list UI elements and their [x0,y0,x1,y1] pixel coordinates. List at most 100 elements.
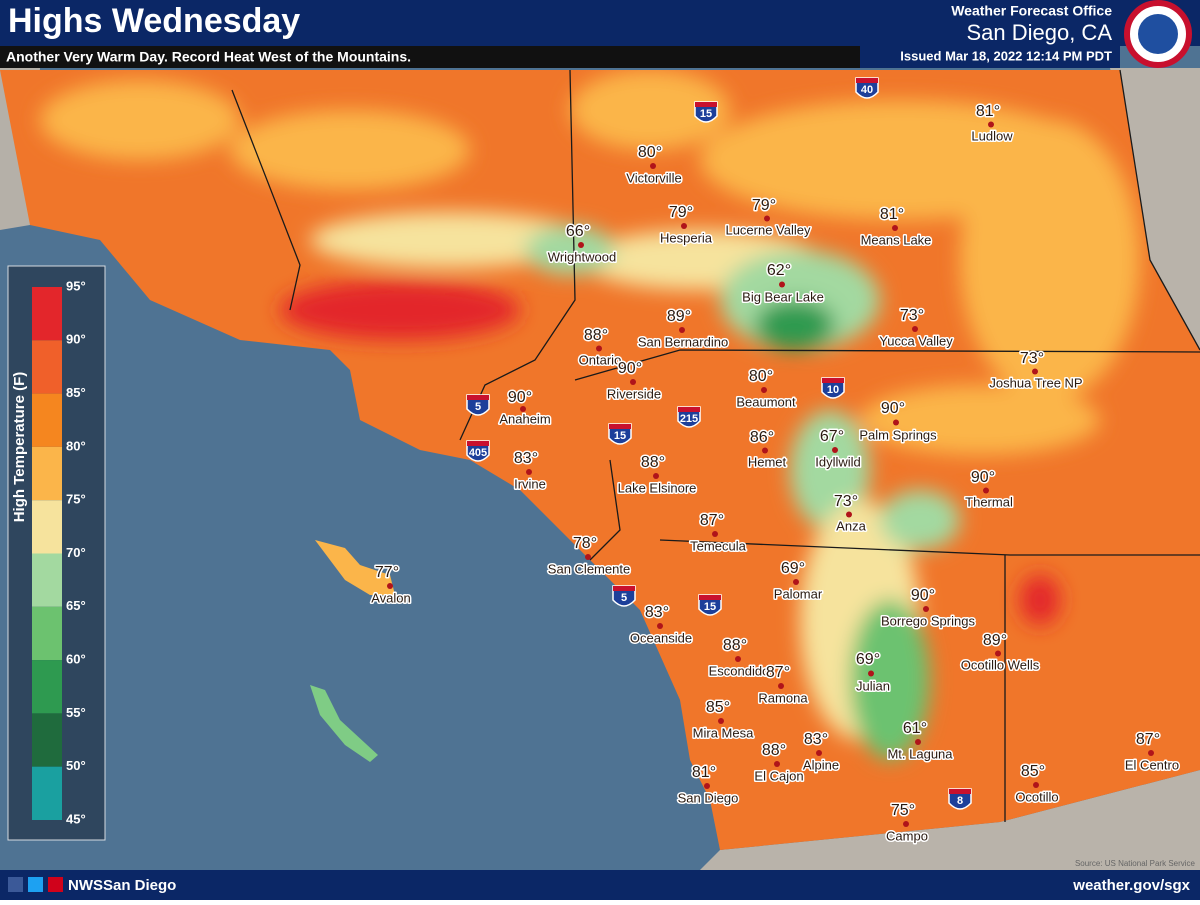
issued: Issued Mar 18, 2022 12:14 PM PDT [900,48,1112,63]
city-dot [712,531,718,537]
city-temp: 88° [641,454,665,471]
field [755,300,835,350]
city-temp: 81° [976,103,1000,120]
city-dot [1033,782,1039,788]
city-name: Ludlow [971,128,1013,143]
city-dot [923,606,929,612]
city-temp: 87° [700,512,724,529]
city-name: Campo [886,828,928,843]
legend-tick-label: 90° [66,332,86,347]
city-temp: 73° [1020,350,1044,367]
interstate-number: 8 [957,795,963,807]
interstate-number: 10 [827,384,839,396]
city-dot [735,656,741,662]
city-temp: 87° [766,664,790,681]
city-name: Anaheim [499,411,550,426]
city-dot [774,761,780,767]
legend-tick-label: 75° [66,492,86,507]
subtitle-bar [860,46,1120,68]
city-dot [585,554,591,560]
city-name: San Bernardino [638,334,728,349]
city-dot [762,447,768,454]
city-name: Ramona [758,690,808,705]
legend-tick-label: 45° [66,811,86,826]
legend-tick-label: 60° [66,652,86,667]
city-temp: 85° [1021,763,1045,780]
interstate-shield-top [699,595,721,600]
field [850,600,930,760]
legend-tick-label: 85° [66,385,86,400]
city-name: San Clemente [548,561,630,576]
nws-logo [1138,14,1178,54]
legend-swatch [32,393,62,447]
city-dot [578,242,584,248]
interstate-shield-top [822,378,844,383]
field [570,70,730,150]
city-dot [816,750,822,756]
city-temp: 69° [781,560,805,577]
facebook-icon[interactable] [8,877,23,892]
interstate-shield-top [856,78,878,83]
header-bar [0,0,1200,46]
city-temp: 73° [834,493,858,510]
city-temp: 67° [820,428,844,445]
interstate-shield-top [695,102,717,107]
legend-tick-label: 70° [66,545,86,560]
city-temp: 90° [971,469,995,486]
city-name: Yucca Valley [879,333,953,348]
interstate-shield-top [609,424,631,429]
youtube-icon[interactable] [48,877,63,892]
legend-swatch [32,553,62,607]
city-temp: 77° [375,564,399,581]
city-dot [526,469,532,475]
field [1020,575,1060,625]
field [525,225,615,275]
city-temp: 69° [856,651,880,668]
city-name: Palomar [774,586,823,601]
city-dot [832,447,838,453]
subtitle: Another Very Warm Day. Record Heat West … [6,49,411,65]
city-dot [868,670,874,677]
city-name: Riverside [607,386,661,401]
city-name: Joshua Tree NP [989,375,1082,390]
city-temp: 75° [891,802,915,819]
legend-title: High Temperature (F) [11,372,28,523]
city-dot [704,783,710,789]
legend-tick-label: 65° [66,598,86,613]
city-temp: 80° [749,368,773,385]
twitter-icon[interactable] [28,877,43,892]
city-dot [995,650,1001,657]
city-dot [761,387,767,393]
city-name: Escondido [709,663,770,678]
city-name: Thermal [965,494,1013,509]
city-name: Temecula [690,538,746,553]
city-temp: 90° [881,400,905,417]
subtitle-bar [0,46,860,68]
city-name: Mt. Laguna [887,746,953,761]
city-name: Lucerne Valley [725,222,811,237]
city-temp: 83° [804,731,828,748]
legend-tick-label: 95° [66,278,86,293]
city-temp: 81° [880,206,904,223]
city-name: Big Bear Lake [742,289,824,304]
website[interactable]: weather.gov/sgx [1072,877,1190,894]
city-dot [1032,368,1038,375]
field [230,110,470,190]
city-temp: 90° [508,389,532,406]
interstate-shield-top [613,586,635,591]
city-dot [679,327,685,333]
interstate-number: 215 [680,413,698,425]
city-dot [846,511,852,518]
city-temp: 86° [750,429,774,446]
city-temp: 87° [1136,731,1160,748]
island [315,540,395,595]
interstate-shield-top [949,789,971,794]
social-handle[interactable]: NWSSan Diego [68,877,176,894]
city-name: Lake Elsinore [618,480,697,495]
city-name: Ocotillo [1015,789,1058,804]
city-name: Idyllwild [815,454,861,469]
interstate-number: 15 [700,108,712,120]
city-temp: 73° [900,307,924,324]
city-dot [892,225,898,231]
